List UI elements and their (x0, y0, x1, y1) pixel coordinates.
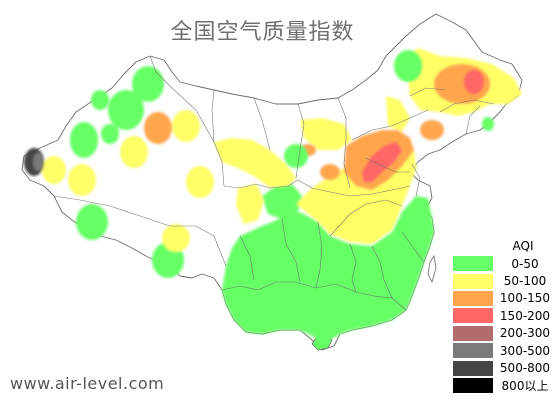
aqi-legend: AQI 0-50 50-100 100-150 150-200 200-300 … (453, 238, 555, 394)
legend-swatch (453, 308, 493, 324)
legend-label: 150-200 (499, 308, 551, 323)
legend-item: 800以上 (453, 377, 555, 394)
western-station-blobs (24, 50, 494, 278)
legend-item: 0-50 (453, 255, 555, 272)
province-borders (53, 55, 495, 311)
legend-label: 0-50 (511, 256, 539, 271)
legend-item: 150-200 (453, 307, 555, 324)
legend-swatch (453, 343, 493, 359)
site-watermark: www.air-level.com (10, 374, 165, 393)
green-south-region (222, 184, 434, 342)
legend-label: 100-150 (499, 291, 551, 306)
legend-label: 50-100 (503, 274, 547, 289)
map-title: 全国空气质量指数 (170, 20, 355, 45)
legend-item: 500-800 (453, 359, 555, 376)
legend-item: 50-100 (453, 272, 555, 289)
legend-item: 100-150 (453, 290, 555, 307)
legend-swatch (453, 256, 493, 272)
legend-label: 200-300 (499, 326, 551, 341)
legend-label: 800以上 (501, 378, 549, 393)
legend-swatch (453, 290, 493, 306)
legend-swatch (453, 325, 493, 341)
legend-swatch (453, 377, 493, 393)
legend-label: 500-800 (499, 361, 551, 376)
legend-item: 300-500 (453, 342, 555, 359)
red-pollution-zones (362, 70, 484, 182)
legend-swatch (453, 273, 493, 289)
legend-item: 200-300 (453, 325, 555, 342)
legend-label: 300-500 (499, 343, 551, 358)
legend-title: AQI (512, 239, 534, 253)
taiwan-island (427, 254, 437, 284)
legend-swatch (453, 360, 493, 376)
